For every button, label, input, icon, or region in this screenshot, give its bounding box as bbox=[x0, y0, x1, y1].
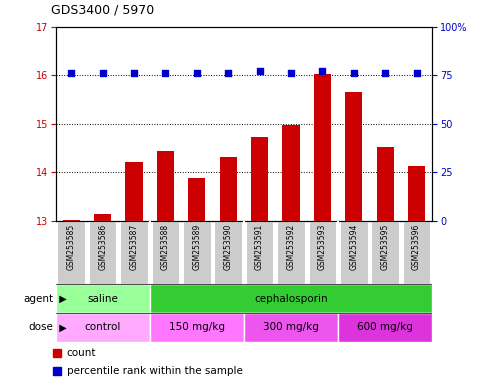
Bar bbox=[371, 221, 399, 284]
Bar bbox=[377, 147, 394, 221]
Text: GSM253594: GSM253594 bbox=[349, 224, 358, 270]
Bar bbox=[244, 313, 338, 342]
Point bbox=[256, 68, 264, 74]
Point bbox=[412, 70, 420, 76]
Bar bbox=[340, 221, 368, 284]
Text: saline: saline bbox=[87, 293, 118, 304]
Text: 300 mg/kg: 300 mg/kg bbox=[263, 322, 319, 333]
Bar bbox=[120, 221, 148, 284]
Bar bbox=[345, 92, 362, 221]
Text: GSM253592: GSM253592 bbox=[286, 224, 296, 270]
Bar bbox=[220, 157, 237, 221]
Text: GSM253596: GSM253596 bbox=[412, 224, 421, 270]
Bar bbox=[150, 313, 244, 342]
Bar bbox=[183, 221, 211, 284]
Text: GSM253593: GSM253593 bbox=[318, 224, 327, 270]
Text: GSM253595: GSM253595 bbox=[381, 224, 390, 270]
Point bbox=[287, 70, 295, 76]
Bar bbox=[246, 221, 273, 284]
Bar bbox=[314, 74, 331, 221]
Text: GSM253590: GSM253590 bbox=[224, 224, 233, 270]
Point bbox=[130, 70, 138, 76]
Bar bbox=[338, 313, 432, 342]
Text: GSM253585: GSM253585 bbox=[67, 224, 76, 270]
Text: cephalosporin: cephalosporin bbox=[254, 293, 328, 304]
Bar bbox=[57, 221, 85, 284]
Bar bbox=[94, 215, 111, 221]
Text: 600 mg/kg: 600 mg/kg bbox=[357, 322, 413, 333]
Point bbox=[161, 70, 170, 76]
Bar bbox=[251, 137, 268, 221]
Text: ▶: ▶ bbox=[53, 293, 67, 304]
Point bbox=[224, 70, 232, 76]
Point bbox=[99, 70, 107, 76]
Text: GSM253588: GSM253588 bbox=[161, 224, 170, 270]
Point bbox=[319, 68, 327, 74]
Text: GDS3400 / 5970: GDS3400 / 5970 bbox=[51, 4, 154, 17]
Bar bbox=[152, 221, 179, 284]
Bar bbox=[157, 151, 174, 221]
Text: GSM253589: GSM253589 bbox=[192, 224, 201, 270]
Bar bbox=[309, 221, 336, 284]
Bar bbox=[63, 220, 80, 221]
Bar bbox=[277, 221, 305, 284]
Point bbox=[68, 70, 75, 76]
Bar bbox=[188, 178, 205, 221]
Bar bbox=[408, 166, 425, 221]
Text: control: control bbox=[85, 322, 121, 333]
Text: count: count bbox=[67, 348, 96, 358]
Bar bbox=[126, 162, 142, 221]
Bar bbox=[89, 221, 116, 284]
Text: GSM253591: GSM253591 bbox=[255, 224, 264, 270]
Point bbox=[193, 70, 201, 76]
Text: percentile rank within the sample: percentile rank within the sample bbox=[67, 366, 243, 376]
Point bbox=[382, 70, 389, 76]
Bar bbox=[56, 313, 150, 342]
Text: agent: agent bbox=[23, 293, 53, 304]
Bar bbox=[403, 221, 430, 284]
Text: GSM253587: GSM253587 bbox=[129, 224, 139, 270]
Bar bbox=[150, 284, 432, 313]
Bar bbox=[214, 221, 242, 284]
Text: dose: dose bbox=[28, 322, 53, 333]
Text: 150 mg/kg: 150 mg/kg bbox=[169, 322, 225, 333]
Text: GSM253586: GSM253586 bbox=[98, 224, 107, 270]
Point bbox=[350, 70, 357, 76]
Bar bbox=[283, 125, 299, 221]
Text: ▶: ▶ bbox=[53, 322, 67, 333]
Bar bbox=[56, 284, 150, 313]
